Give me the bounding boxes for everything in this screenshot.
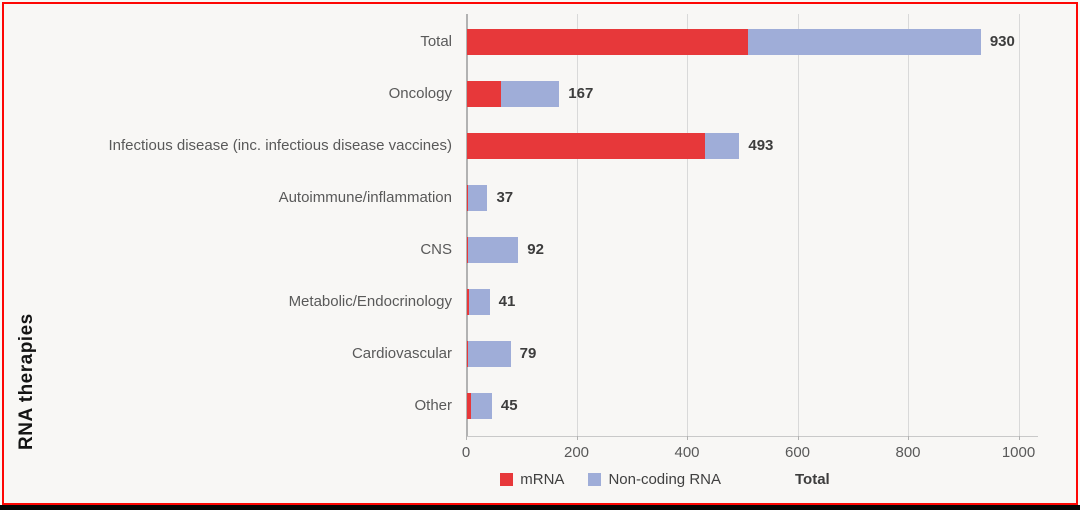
legend-label: mRNA (520, 471, 565, 488)
bar-segment-mrna (467, 29, 749, 55)
bar-segment-mrna (467, 289, 470, 315)
legend-item-non-coding-rna: Non-coding RNA (588, 471, 721, 488)
bar-segment-non-coding-rna (468, 341, 511, 367)
category-label: Metabolic/Endocrinology (288, 293, 452, 310)
bar-segment-mrna (467, 341, 469, 367)
total-value-label: 167 (568, 85, 594, 102)
bar-segment-non-coding-rna (468, 237, 519, 263)
total-value-label: 41 (498, 293, 516, 310)
total-value-label: 79 (519, 345, 537, 362)
gridline (687, 14, 688, 436)
axis-zero-line (466, 14, 468, 436)
bar-segment-non-coding-rna (471, 393, 492, 419)
x-tick-label: 1000 (1001, 444, 1036, 461)
category-label: Autoimmune/inflammation (278, 189, 452, 206)
bar-segment-mrna (467, 81, 502, 107)
x-tick-label: 0 (461, 444, 471, 461)
bar-segment-mrna (467, 393, 472, 419)
x-tick-label: 200 (563, 444, 590, 461)
bar-row (467, 289, 490, 315)
plot-area: 0 200 400 600 800 1000 Total 930 Oncology 167 Infe… (108, 14, 1038, 461)
bar-row (467, 81, 560, 107)
axis-tick-mark (1018, 436, 1020, 440)
axis-tick-mark (576, 436, 578, 440)
gridline (1018, 14, 1020, 436)
bar-segment-non-coding-rna (704, 133, 740, 159)
bar-row (467, 29, 981, 55)
legend-swatch-icon (588, 473, 602, 486)
category-label: CNS (420, 241, 452, 258)
total-value-label: 45 (500, 397, 518, 414)
x-tick-label: 600 (784, 444, 811, 461)
x-tick-label: 800 (895, 444, 921, 461)
bar-segment-non-coding-rna (748, 29, 981, 55)
axis-tick-mark (687, 436, 688, 440)
legend: mRNA Non-coding RNA Total (380, 471, 950, 488)
legend-label: Total (795, 471, 830, 488)
total-value-label: 493 (748, 137, 774, 154)
gridline (908, 14, 909, 436)
bar-row (467, 237, 519, 263)
bar-segment-non-coding-rna (501, 81, 560, 107)
legend-label: Non-coding RNA (608, 471, 721, 488)
axis-tick-mark (797, 436, 799, 440)
gridline (797, 14, 799, 436)
figure-bottom-strip (0, 505, 1080, 510)
legend-item-total: Total (795, 471, 830, 488)
total-value-label: 930 (989, 33, 1015, 50)
category-label: Oncology (388, 85, 452, 102)
axis-tick-mark (466, 436, 467, 440)
gridline (576, 14, 578, 436)
category-label: Total (420, 33, 452, 50)
bar-segment-mrna (467, 237, 468, 263)
total-value-label: 92 (527, 241, 544, 258)
bar-row (467, 185, 488, 211)
bar-row (467, 393, 492, 419)
legend-item-mrna: mRNA (500, 471, 564, 488)
bar-segment-mrna (467, 133, 705, 159)
bar-segment-non-coding-rna (468, 185, 488, 211)
bar-segment-non-coding-rna (469, 289, 490, 315)
y-axis-title: RNA therapies (16, 313, 37, 450)
x-tick-label: 400 (674, 444, 700, 461)
category-label: Other (414, 397, 452, 414)
category-label: Infectious disease (inc. infectious dise… (108, 137, 452, 154)
bar-row (467, 133, 740, 159)
axis-tick-mark (908, 436, 909, 440)
total-value-label: 37 (496, 189, 514, 206)
category-label: Cardiovascular (351, 345, 452, 362)
bar-segment-mrna (467, 185, 469, 211)
bar-row (467, 341, 511, 367)
legend-swatch-icon (500, 473, 514, 486)
